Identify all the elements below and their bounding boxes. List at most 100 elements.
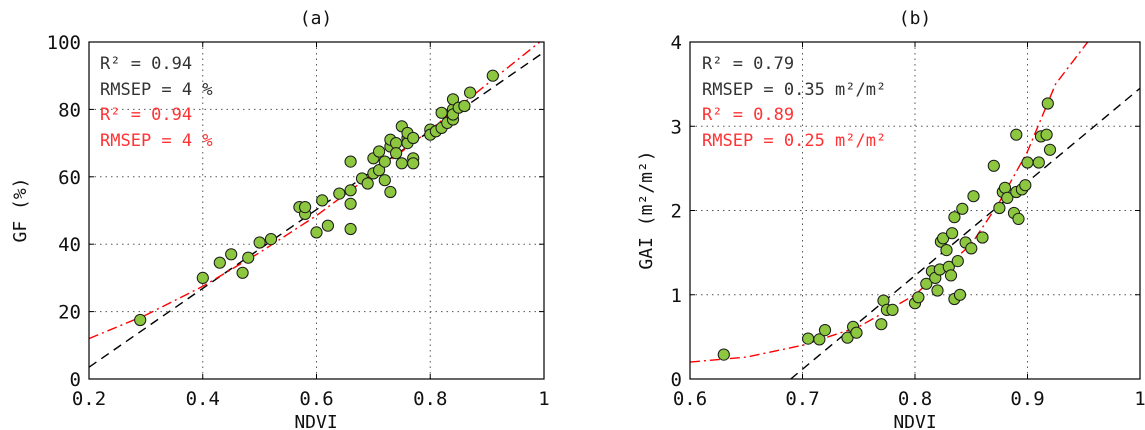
panel-b-stats: R² = 0.79 RMSEP = 0.35 m²/m² R² = 0.89 R… xyxy=(702,54,886,151)
panel-b-x-axis-label: NDVI xyxy=(893,412,936,430)
panel-a-data-point xyxy=(344,184,357,197)
panel-b-r2-black: R² = 0.79 xyxy=(702,54,794,74)
panel-a-data-point xyxy=(134,313,147,327)
panel-a-y-axis-label: GF (%) xyxy=(10,177,31,242)
panel-a-data-point xyxy=(236,266,249,279)
panel-b-y-tick-label: 3 xyxy=(671,116,682,138)
panel-b-r2-red: R² = 0.89 xyxy=(702,105,794,125)
panel-b-data-point xyxy=(1032,156,1045,169)
panel-a-data-point xyxy=(225,248,238,261)
panel-a-x-tick-label: 0.4 xyxy=(186,388,220,410)
panel-a-rmsep-black: RMSEP = 4 % xyxy=(100,80,213,100)
panel-b-data-point xyxy=(912,291,925,304)
panel-a-data-point xyxy=(384,185,397,199)
panel-b-data-point xyxy=(1001,191,1014,204)
panel-a-y-tick-label: 80 xyxy=(58,99,81,121)
panel-a-data-point xyxy=(486,69,499,82)
panel-a-data-point xyxy=(253,236,266,249)
panel-a-x-tick-label: 0.2 xyxy=(72,388,106,410)
panel-a-data-point xyxy=(310,226,323,239)
panel-b-data-point xyxy=(967,190,980,203)
panel-b-data-point xyxy=(944,269,958,282)
panel-a-data-point xyxy=(196,271,209,284)
panel-b-data-point xyxy=(946,227,959,240)
panel-a-data-point xyxy=(407,157,420,170)
panel-b-y-tick-label: 2 xyxy=(671,201,682,223)
panel-a: 0.2 0.4 0.6 0.8 1 0 20 40 60 80 100 (a) NDVI GF (%… xyxy=(10,8,550,430)
panel-b-data-point xyxy=(937,232,950,245)
panel-a-x-tick-label: 0.8 xyxy=(413,388,447,410)
panel-b-data-point xyxy=(818,324,832,337)
panel-a-x-tick-label: 0.6 xyxy=(299,388,333,410)
panel-b-data-point xyxy=(1040,128,1053,141)
panel-b-data-point xyxy=(813,333,826,346)
panel-a-data-point xyxy=(373,164,386,177)
panel-a-rmsep-red: RMSEP = 4 % xyxy=(100,131,213,151)
panel-a-y-tick-label: 40 xyxy=(58,234,81,256)
panel-b-data-point xyxy=(987,159,1000,172)
panel-a-curve-fit-line xyxy=(89,42,541,340)
panel-a-linear-fit-line xyxy=(89,51,544,368)
panel-b-data-point xyxy=(717,348,730,361)
panel-a-data-point xyxy=(458,99,471,113)
panel-b-data-point xyxy=(1041,97,1054,110)
panel-b-data-point xyxy=(886,303,899,316)
panel-b-data-point xyxy=(1043,143,1057,156)
panel-a-data-point xyxy=(361,177,374,190)
panel-a-data-point xyxy=(390,147,403,160)
panel-a-points xyxy=(134,69,499,327)
panel-b-data-point xyxy=(1021,156,1034,169)
panel-b-label: (b) xyxy=(899,8,932,29)
panel-a-label: (a) xyxy=(300,8,333,29)
panel-b-x-tick-label: 0.8 xyxy=(898,388,932,410)
panel-a-data-point xyxy=(264,233,278,246)
panel-b-data-point xyxy=(850,326,863,339)
panel-b-x-tick-label: 0.7 xyxy=(785,388,819,410)
panel-a-data-point xyxy=(395,157,408,170)
panel-a-fit-lines xyxy=(89,42,544,368)
panel-a-data-point xyxy=(242,251,255,264)
panel-a-data-point xyxy=(446,93,460,106)
panel-a-x-tick-label: 1 xyxy=(538,388,549,410)
panel-b-y-tick-label: 1 xyxy=(671,285,682,307)
panel-b-data-point xyxy=(931,284,944,297)
panel-a-ticks: 0.2 0.4 0.6 0.8 1 0 20 40 60 80 100 xyxy=(47,32,550,410)
panel-a-y-tick-label: 60 xyxy=(58,167,81,189)
panel-b-data-point xyxy=(993,201,1006,215)
panel-b-rmsep-black: RMSEP = 0.35 m²/m² xyxy=(702,80,886,100)
panel-b-ticks: 0.6 0.7 0.8 0.9 1 0 1 2 3 4 xyxy=(671,32,1145,410)
panel-a-x-axis-label: NDVI xyxy=(294,412,337,430)
panel-a-data-point xyxy=(378,155,391,168)
panel-b-data-point xyxy=(1019,179,1032,192)
panel-a-data-point xyxy=(299,201,312,214)
panel-b-data-point xyxy=(920,277,933,290)
panel-a-data-point xyxy=(333,187,346,200)
panel-a-data-point xyxy=(344,197,357,210)
panel-a-data-point xyxy=(390,137,403,150)
panel-a-data-point xyxy=(373,145,386,158)
panel-b-x-tick-label: 0.9 xyxy=(1010,388,1044,410)
panel-a-data-point xyxy=(321,219,334,232)
panel-a-y-tick-label: 100 xyxy=(47,32,81,54)
panel-b-data-point xyxy=(976,231,989,244)
panel-b-data-point xyxy=(998,181,1012,194)
panel-b-data-point xyxy=(802,332,815,345)
panel-a-data-point xyxy=(213,256,226,269)
panel-b-y-tick-label: 4 xyxy=(671,32,682,54)
panel-a-data-point xyxy=(464,86,477,99)
panel-a-data-point xyxy=(378,174,391,187)
panel-a-data-point xyxy=(435,106,448,119)
panel-b-x-tick-label: 0.6 xyxy=(673,388,707,410)
panel-a-y-tick-label: 0 xyxy=(70,369,81,391)
panel-b-data-point xyxy=(951,255,964,268)
panel-a-r2-red: R² = 0.94 xyxy=(100,105,192,125)
panel-a-data-point xyxy=(316,194,329,207)
panel-b-data-point xyxy=(965,242,978,255)
panel-b-data-point xyxy=(1012,212,1025,225)
panel-a-data-point xyxy=(344,155,357,168)
panel-a-r2-black: R² = 0.94 xyxy=(100,54,192,74)
panel-b-data-point xyxy=(1010,128,1023,141)
panel-b-grid xyxy=(690,42,1140,379)
